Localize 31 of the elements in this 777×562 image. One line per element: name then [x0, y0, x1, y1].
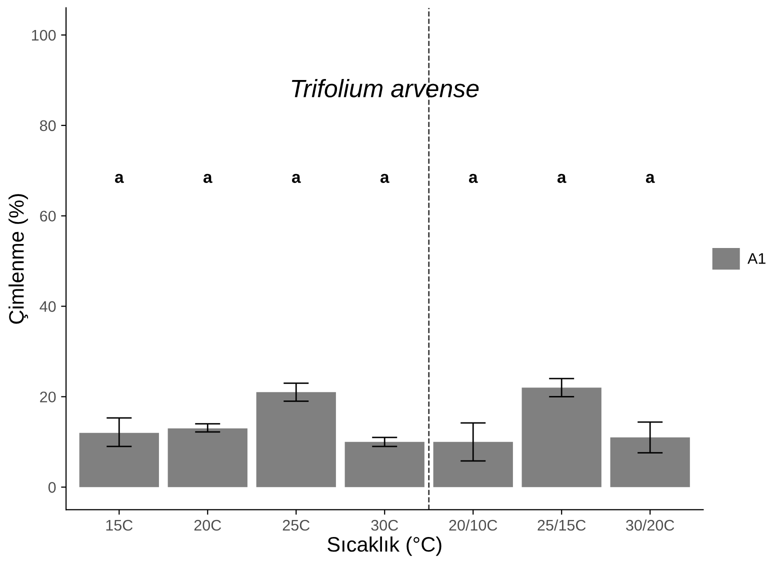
legend-label: A1	[748, 253, 766, 264]
x-tick-label: 15C	[106, 520, 133, 531]
y-tick-label: 80	[40, 120, 56, 132]
y-tick-label: 20	[40, 392, 56, 402]
x-tick-label: 25/15C	[538, 519, 586, 531]
annotation: a	[380, 174, 390, 183]
bar	[522, 388, 602, 488]
annotation: a	[557, 174, 566, 183]
x-axis-title: Sıcaklık (°C)	[328, 536, 442, 556]
y-tick-label: 60	[40, 210, 56, 222]
bar	[79, 432, 159, 488]
x-tick-label: 30/20C	[626, 519, 674, 531]
y-tick-label: 0	[48, 482, 56, 493]
bar	[168, 428, 248, 488]
annotation: a	[114, 174, 124, 183]
bar	[433, 442, 513, 488]
y-axis-title: Çimlenme (%)	[8, 194, 28, 324]
text: Trifolium arvense	[292, 79, 479, 98]
x-tick-label: 30C	[371, 520, 398, 531]
annotation: a	[468, 174, 478, 183]
x-tick-label: 20/10C	[449, 519, 498, 531]
annotation: a	[292, 174, 301, 183]
bar	[256, 392, 336, 488]
annotation: a	[203, 174, 212, 183]
y-tick-label: 40	[40, 301, 56, 312]
y-tick-label: 100	[32, 30, 56, 41]
bar	[610, 437, 690, 488]
x-tick-label: 20C	[194, 520, 222, 531]
annotation: a	[646, 174, 655, 183]
x-tick-label: 25C	[282, 520, 310, 531]
bar	[344, 442, 424, 488]
